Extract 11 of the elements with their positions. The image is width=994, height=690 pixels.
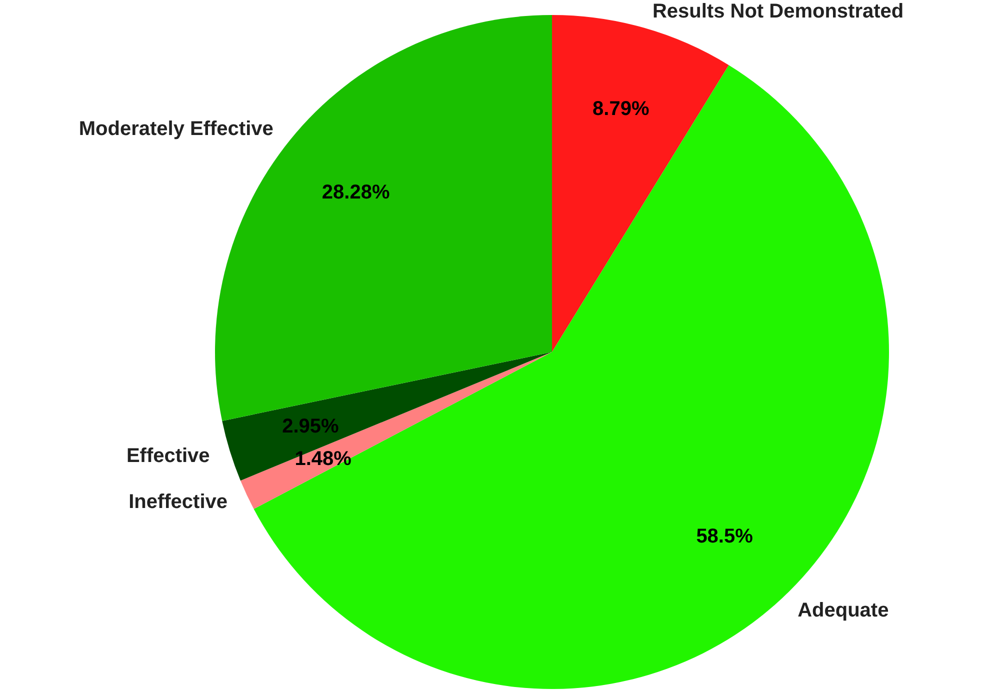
pie-slice xyxy=(240,352,552,509)
pie-slice xyxy=(222,352,552,481)
data-label: 2.95% xyxy=(282,415,340,438)
data-label: 28.28% xyxy=(322,182,390,204)
slice-label: Effective xyxy=(126,445,210,468)
data-label: 58.5% xyxy=(696,526,754,548)
data-label: 8.79% xyxy=(592,98,650,120)
slice-label: Moderately Effective xyxy=(78,118,274,140)
slice-label: Ineffective xyxy=(128,491,228,514)
slice-label: Adequate xyxy=(798,600,889,622)
slice-label: Results Not Demonstrated xyxy=(652,0,904,23)
